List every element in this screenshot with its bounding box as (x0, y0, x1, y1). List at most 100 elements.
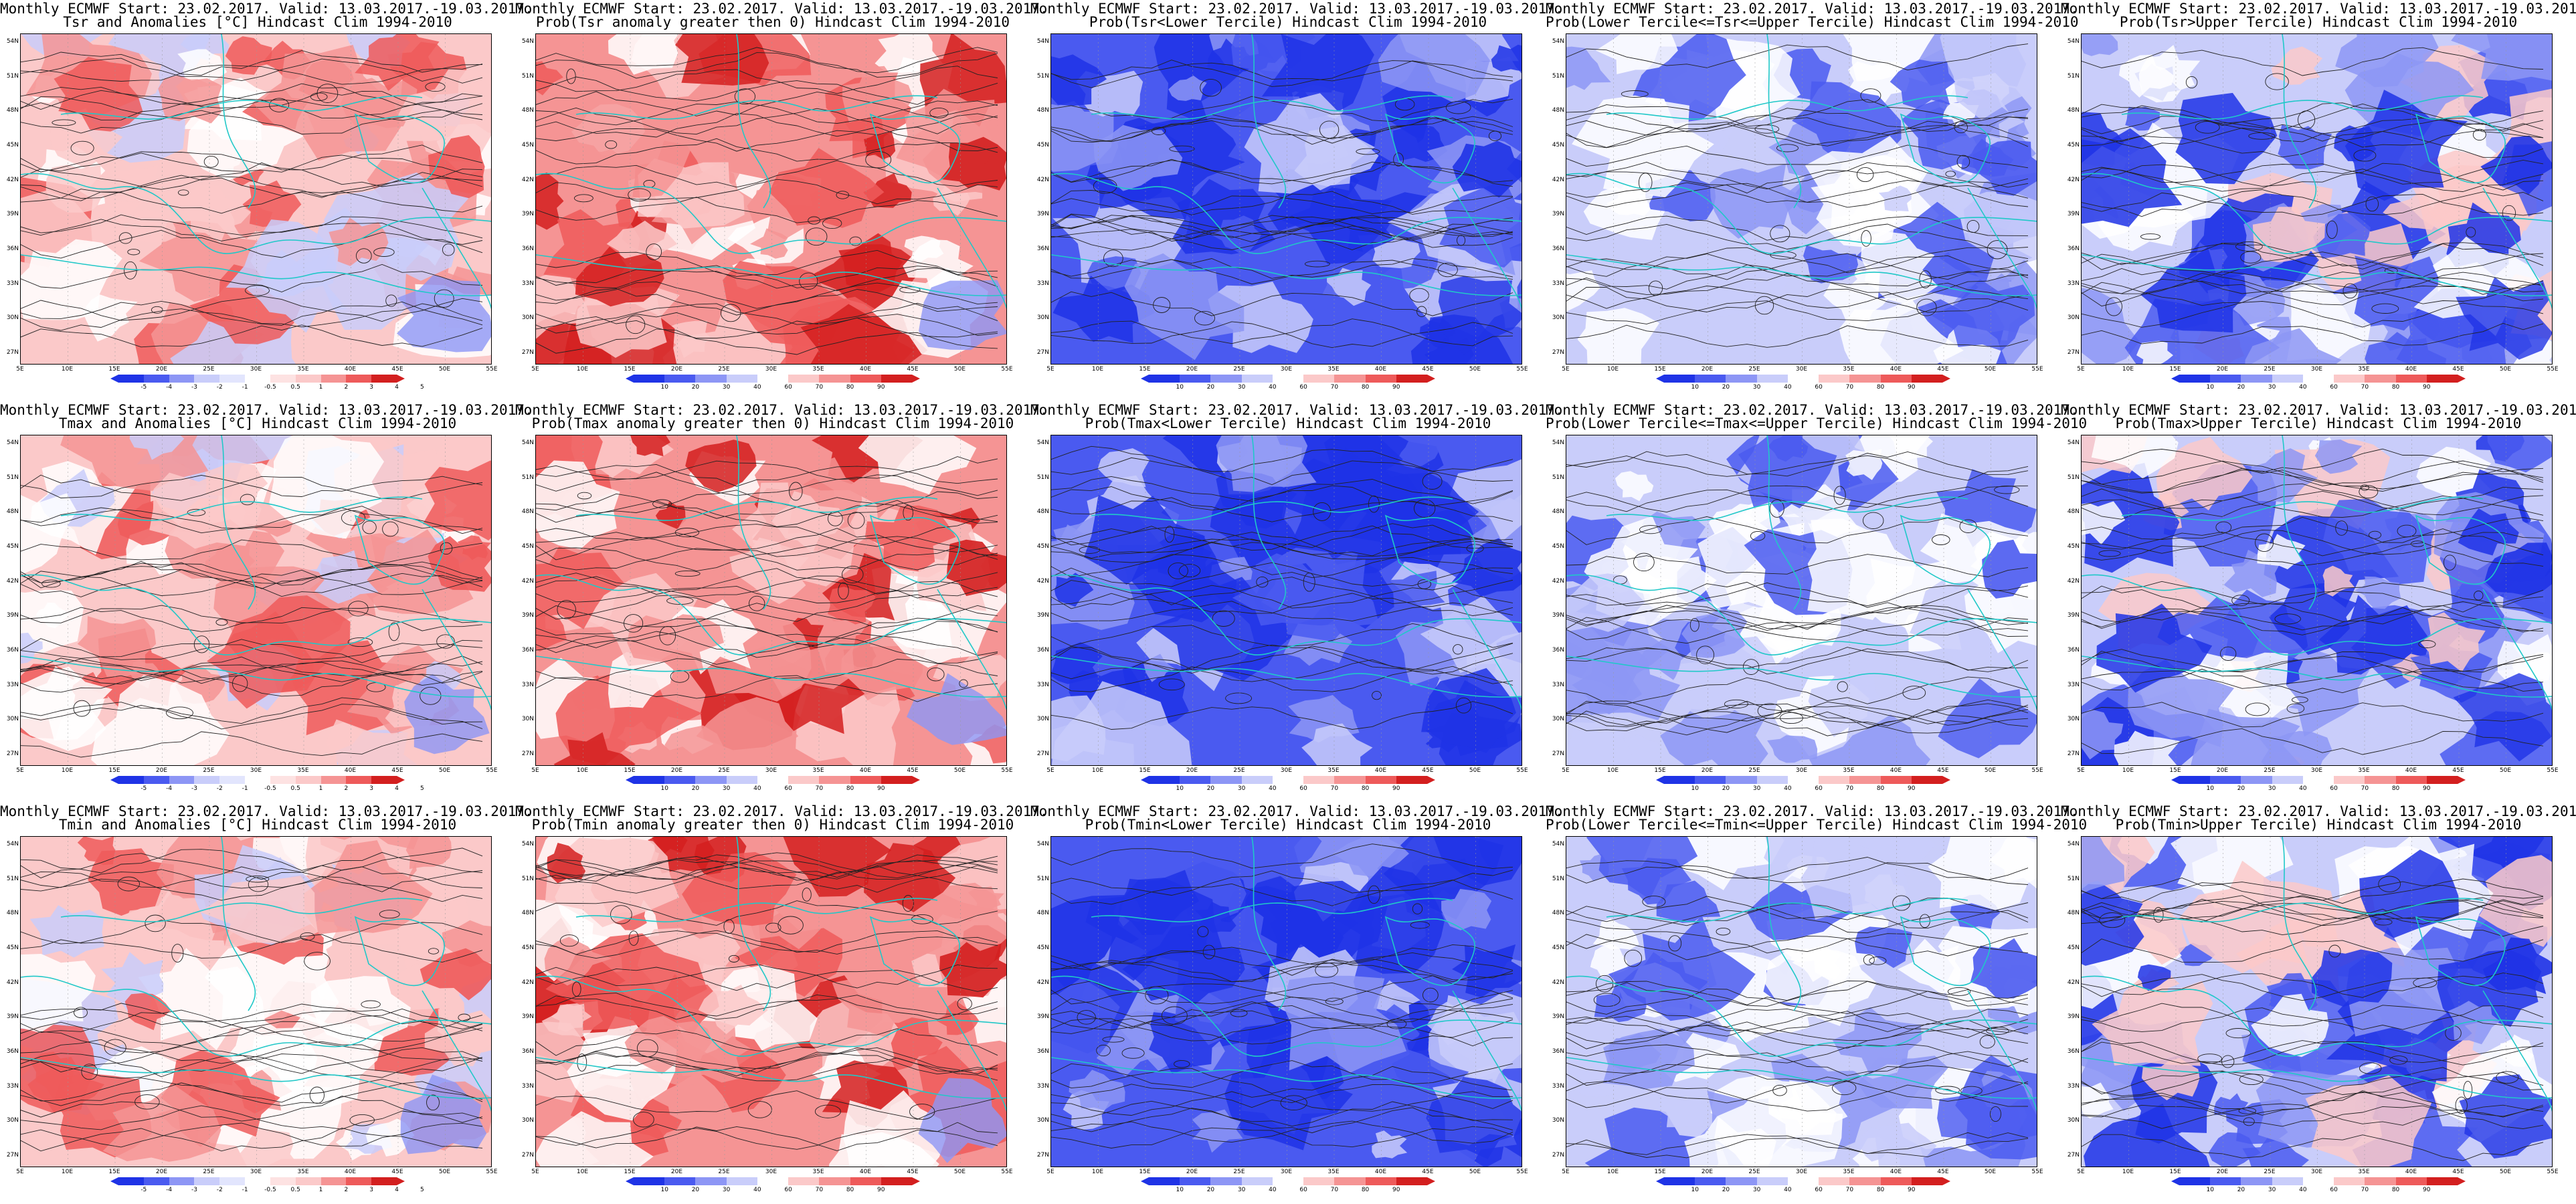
field-patch (575, 286, 667, 358)
contour-line (1051, 497, 1513, 522)
longitude-label: 15E (1139, 366, 1151, 373)
field-patch (268, 435, 384, 539)
contour-loop (802, 888, 812, 902)
contour-line (1566, 223, 2029, 249)
contour-loop (1990, 1106, 2001, 1122)
panel-title: Prob(Tsr anomaly greater then 0) Hindcas… (535, 14, 1010, 30)
longitude-label: 5E (2077, 366, 2085, 373)
contour-loop (1902, 686, 1926, 700)
contour-line (2082, 1040, 2544, 1064)
contour-loop (1696, 645, 1715, 664)
contour-loop (559, 934, 579, 947)
longitude-label: 35E (2358, 366, 2370, 373)
coastline (354, 916, 445, 987)
colorbar-tick-label: 60 (1815, 384, 1823, 391)
latitude-label: 39N (521, 211, 534, 218)
field-patch (1322, 268, 1372, 306)
latitude-label: 36N (1036, 1048, 1049, 1055)
contour-loop (458, 1013, 470, 1021)
contour-loop (1750, 530, 1766, 541)
colorbar-cell (1303, 375, 1335, 383)
coastline (1452, 589, 1522, 711)
field-patch (1859, 837, 1936, 867)
longitude-label: 5E (531, 1169, 539, 1175)
contour-line (1051, 195, 1513, 215)
latitude-label: 30N (1036, 1117, 1049, 1124)
latitude-label: 27N (1036, 1152, 1049, 1159)
contour-line (1566, 162, 2029, 190)
colorbar-high-arrow (912, 776, 920, 784)
contour-line (21, 876, 483, 902)
colorbar-tick-label: 90 (1908, 785, 1916, 792)
contour-loop (1225, 692, 1253, 704)
coastline (1051, 173, 1522, 254)
longitude-label: 15E (2169, 767, 2181, 774)
field-patch (2138, 45, 2201, 103)
map-canvas (2082, 837, 2552, 1167)
latitude-label: 42N (521, 979, 534, 986)
longitude-label: 5E (1046, 767, 1054, 774)
latitude-label: 27N (1552, 1152, 1564, 1159)
field-patch (2091, 435, 2179, 479)
field-patch (1594, 982, 1647, 1023)
contour-loop (2384, 267, 2398, 274)
longitude-label: 25E (718, 767, 730, 774)
field-patch (1051, 695, 1106, 762)
colorbar-tick-label: -0.5 (264, 1187, 276, 1193)
contour-loop (349, 1114, 375, 1126)
colorbar-tick-label: -1 (242, 384, 248, 391)
contour-line (2082, 1071, 2544, 1096)
contour-line (21, 474, 483, 501)
contour-line (21, 1096, 483, 1123)
contour-loop (151, 306, 163, 314)
contour-line (536, 631, 998, 658)
field-patch (2383, 191, 2445, 230)
contour-loop (300, 932, 315, 941)
field-patch (1397, 435, 1439, 469)
latitude-label: 51N (521, 875, 534, 882)
contour-loop (1754, 124, 1780, 134)
colorbar-cell (1334, 776, 1366, 784)
longitude-label: 5E (1046, 366, 1054, 373)
colorbar-tick-label: 20 (1722, 384, 1730, 391)
colorbar-tick-label: 60 (1299, 1187, 1307, 1193)
coastline (536, 254, 1006, 296)
field-patch (2082, 288, 2140, 364)
contour-loop (929, 107, 949, 118)
longitude-label: 10E (61, 767, 74, 774)
colorbar-tick-label: 90 (877, 1187, 885, 1193)
contour-loop (1863, 955, 1875, 966)
longitude-label: 25E (203, 1169, 215, 1175)
colorbar-tick-label: 60 (2330, 1187, 2338, 1193)
contour-line (2082, 528, 2544, 557)
colorbar-tick-label: 40 (1269, 1187, 1277, 1193)
colorbar-cell (1149, 1177, 1180, 1185)
contour-line (1566, 144, 2029, 169)
coastline (1967, 187, 2037, 310)
latitude-label: 30N (521, 1117, 534, 1124)
contour-loop (193, 635, 210, 654)
contour-line (1566, 1008, 2029, 1035)
colorbar-tick-label: -4 (166, 1187, 173, 1193)
latitude-label: 45N (1552, 944, 1564, 951)
colorbar-cell (1819, 1177, 1850, 1185)
latitude-label: 42N (1036, 577, 1049, 585)
field-patch (536, 612, 567, 652)
contour-line (21, 539, 483, 564)
contour-line (1566, 114, 2029, 136)
contour-loop (1869, 957, 1887, 965)
longitude-label: 20E (1701, 767, 1714, 774)
colorbar-cell (1180, 375, 1211, 383)
contour-line (536, 528, 998, 553)
contour-loop (1624, 949, 1643, 967)
colorbar (1656, 1177, 1950, 1185)
contour-line (21, 1021, 483, 1046)
colorbar-cell (219, 776, 246, 784)
longitude-label: 30E (1280, 767, 1293, 774)
field-patch (1742, 629, 1800, 669)
contour-line (21, 58, 483, 84)
contour-line (2082, 878, 2544, 904)
panel-header: Monthly ECMWF Start: 23.02.2017. Valid: … (1546, 803, 2079, 819)
colorbar (110, 1177, 405, 1185)
longitude-label: 20E (2216, 366, 2229, 373)
